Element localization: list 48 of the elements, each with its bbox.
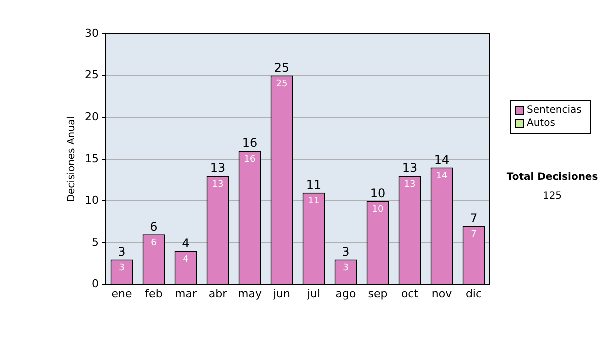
data-label: 11: [308, 196, 320, 207]
y-tick-label: 25: [84, 68, 99, 82]
y-tick-label: 5: [92, 236, 99, 249]
x-tick-label: jun: [272, 287, 291, 300]
total-label: 4: [182, 236, 190, 250]
total-label: 3: [118, 244, 126, 259]
y-tick-label: 10: [84, 194, 99, 208]
y-tick-label: 15: [84, 152, 99, 166]
y-tick-label: 0: [92, 278, 99, 291]
total-label: 7: [470, 211, 478, 226]
total-label: 13: [402, 161, 418, 176]
total-label: 10: [370, 186, 386, 200]
y-axis-title: Decisiones Anual: [66, 116, 78, 202]
data-label: 6: [151, 238, 158, 248]
x-tick-label: dic: [466, 287, 482, 300]
total-label: 3: [342, 244, 350, 259]
data-label: 25: [276, 80, 288, 90]
data-label: 14: [436, 172, 448, 182]
data-label: 13: [404, 180, 416, 190]
x-tick-label: sep: [368, 287, 388, 300]
legend-label: Sentencias: [527, 104, 582, 117]
text: 125: [542, 191, 564, 202]
data-label: 10: [372, 205, 384, 216]
x-tick-label: jul: [306, 287, 321, 300]
total-label: 14: [434, 152, 450, 167]
data-label: 7: [471, 230, 477, 240]
legend-label: Autos: [527, 117, 556, 130]
data-label: 3: [119, 264, 125, 274]
x-tick-label: ago: [336, 287, 356, 300]
total-label: 6: [150, 220, 158, 234]
data-label: 3: [343, 264, 349, 274]
data-label: 13: [212, 180, 224, 190]
x-tick-label: oct: [401, 287, 420, 300]
x-tick-label: feb: [145, 287, 163, 300]
total-label: 25: [274, 60, 290, 75]
x-tick-label: ene: [112, 287, 132, 300]
x-tick-label: nov: [432, 287, 453, 300]
y-tick-label: 30: [84, 26, 99, 40]
x-tick-label: mar: [175, 287, 198, 300]
x-tick-label: may: [238, 287, 262, 300]
total-label: 13: [210, 161, 226, 176]
total-label: 16: [242, 136, 258, 150]
data-label: 4: [183, 255, 190, 266]
text: Total Decisiones: [506, 172, 600, 183]
x-tick-label: abr: [208, 287, 228, 300]
data-label: 16: [244, 154, 256, 165]
total-label: 11: [306, 178, 322, 192]
y-tick-label: 20: [84, 110, 99, 124]
